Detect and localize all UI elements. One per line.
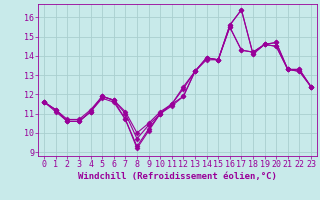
- X-axis label: Windchill (Refroidissement éolien,°C): Windchill (Refroidissement éolien,°C): [78, 172, 277, 181]
